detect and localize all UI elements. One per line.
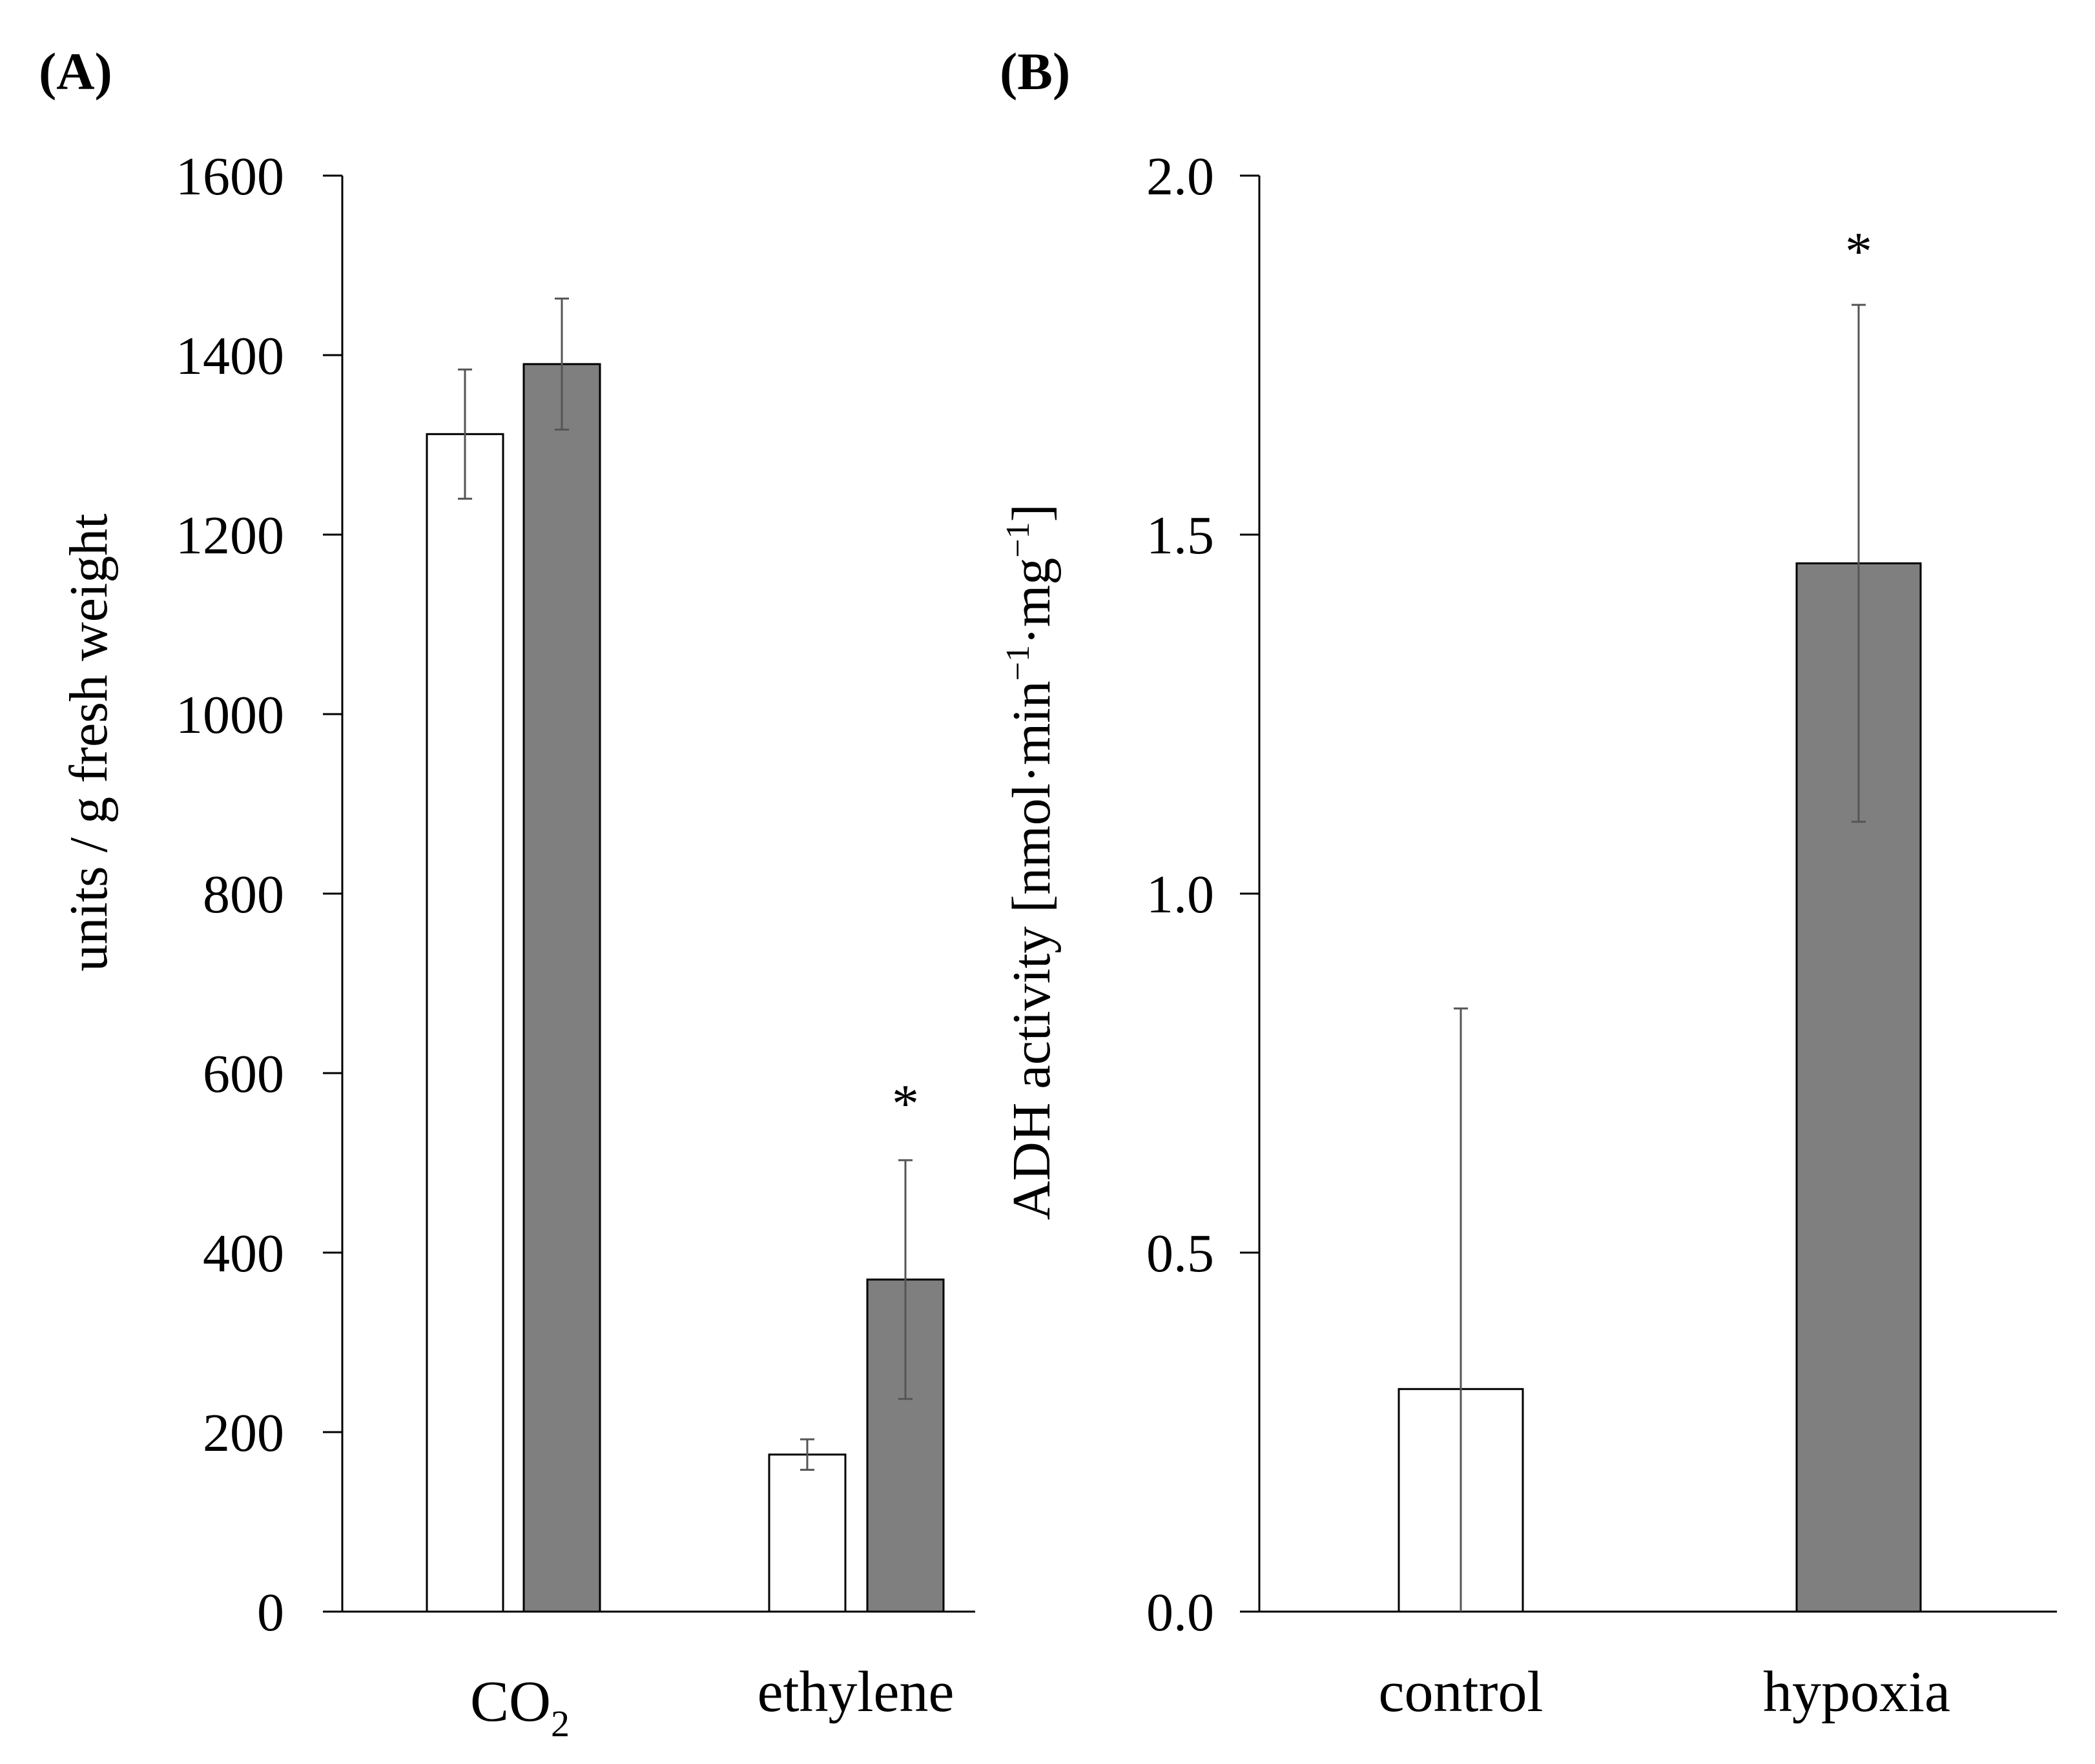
panel-b-significance: * xyxy=(1845,221,1872,282)
y-title-part2: ·mg xyxy=(1002,558,1062,645)
y-title-sup1: −1 xyxy=(1000,645,1037,681)
panel-a-y-tick-label: 0 xyxy=(257,1583,284,1643)
panel-a-bar xyxy=(768,1453,847,1613)
panel-a-error-bars xyxy=(458,297,913,1471)
panel-a-y-tick-label: 1600 xyxy=(176,147,284,207)
panel-b-bars xyxy=(1398,562,1922,1613)
panel-b-y-tick-label: 1.5 xyxy=(1146,506,1214,566)
panel-a: (A) 0 200 400 600 800 1000 1200 1400 1600 * unit… xyxy=(39,42,975,1745)
panel-a-label: (A) xyxy=(39,42,112,101)
panel-b-label: (B) xyxy=(1000,42,1070,101)
panel-a-bar xyxy=(522,363,601,1613)
panel-a-significance-marker: * xyxy=(892,1074,919,1134)
panel-b-y-axis-title: ADH activity [nmol·min−1·mg−1] xyxy=(1000,504,1062,1220)
panel-b-y-tick-label: 0.5 xyxy=(1146,1224,1214,1284)
panel-a-y-tick-label: 400 xyxy=(203,1224,284,1284)
panel-a-y-tick-label: 200 xyxy=(203,1403,284,1463)
y-title-part1: ADH activity [nmol·min xyxy=(1002,681,1062,1220)
panel-b-significance-marker: * xyxy=(1845,221,1872,282)
panel-a-category-label-ethylene: ethylene xyxy=(758,1660,955,1724)
y-title-sup2: −1 xyxy=(1000,522,1037,557)
panel-b-axes xyxy=(1258,176,2057,1613)
panel-a-y-tick-label: 1200 xyxy=(176,506,284,566)
panel-b-category-label-control: control xyxy=(1379,1660,1543,1724)
y-title-part3: ] xyxy=(1002,504,1062,522)
panel-a-significance: * xyxy=(892,1074,919,1134)
panel-a-y-tick-label: 1000 xyxy=(176,685,284,745)
panel-a-y-ticks: 0 200 400 600 800 1000 1200 1400 1600 xyxy=(176,147,342,1643)
panel-a-y-axis-title: units / g fresh weight xyxy=(59,513,119,971)
panel-a-y-tick-label: 600 xyxy=(203,1044,284,1104)
category-co-text: CO xyxy=(470,1670,551,1734)
panel-b: (B) 0.0 0.5 1.0 1.5 2.0 * ADH activity [nmol… xyxy=(1000,42,2057,1724)
category-co-subscript: 2 xyxy=(551,1703,570,1745)
panel-b-y-tick-label: 1.0 xyxy=(1146,865,1214,925)
panel-b-category-label-hypoxia: hypoxia xyxy=(1763,1660,1950,1724)
panel-b-y-tick-label: 0.0 xyxy=(1146,1583,1214,1643)
panel-a-bars xyxy=(426,363,945,1613)
panel-b-error-bars xyxy=(1454,303,1866,1612)
panel-a-category-label-co2: CO2 xyxy=(470,1670,570,1745)
panel-a-bar xyxy=(426,433,504,1613)
panel-a-y-tick-label: 1400 xyxy=(176,326,284,386)
panel-a-y-tick-label: 800 xyxy=(203,865,284,925)
panel-b-y-tick-label: 2.0 xyxy=(1146,147,1214,207)
panel-b-y-ticks: 0.0 0.5 1.0 1.5 2.0 xyxy=(1146,147,1259,1643)
